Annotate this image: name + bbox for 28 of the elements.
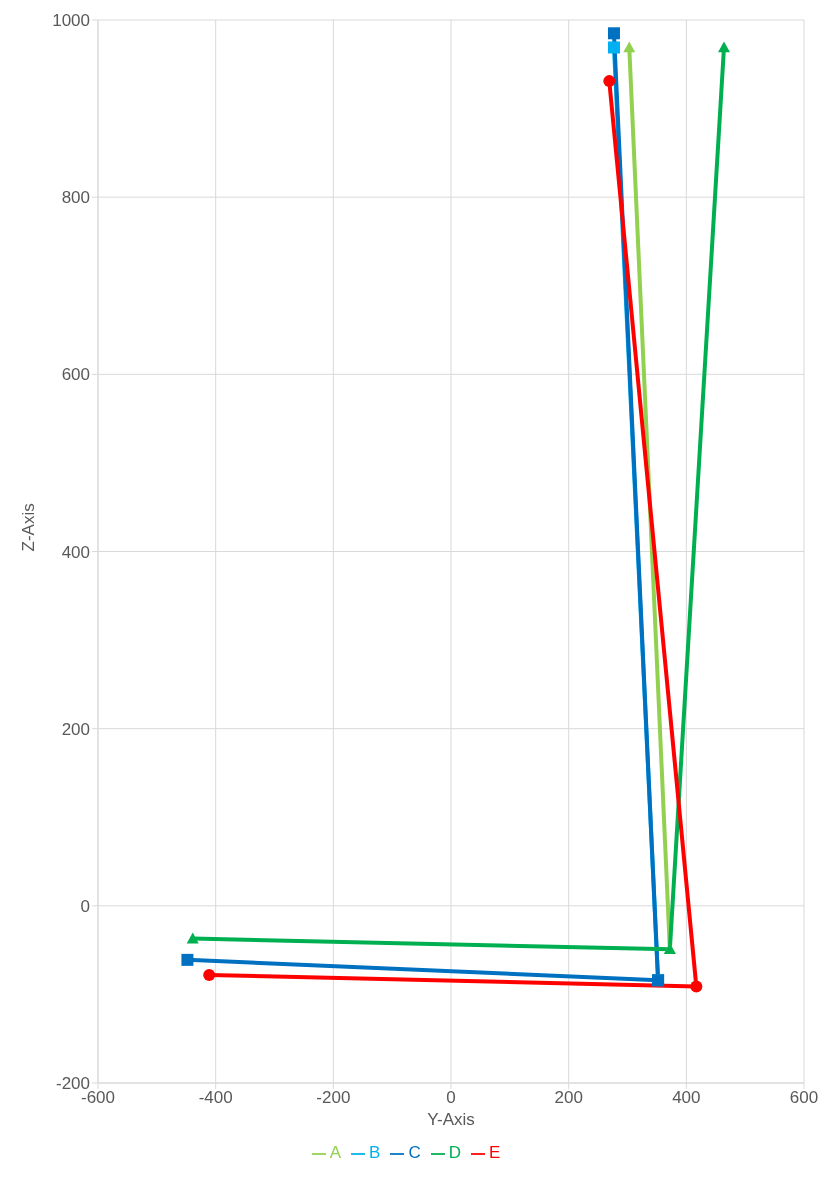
y-tick-label: 600: [61, 365, 90, 385]
y-tick-label: 0: [80, 896, 90, 916]
point: [607, 27, 620, 40]
x-tick-label: 600: [789, 1088, 819, 1108]
legend-label: B: [369, 1143, 381, 1162]
legend-label: E: [488, 1143, 501, 1162]
x-tick-label: 400: [672, 1088, 701, 1108]
y-tick-label: 800: [61, 188, 90, 208]
legend-label: A: [329, 1143, 342, 1162]
x-tick-label: -600: [80, 1088, 116, 1108]
y-tick-label: 400: [61, 542, 90, 562]
x-axis-title: Y-Axis: [427, 1110, 475, 1129]
x-tick-label: -400: [198, 1088, 233, 1108]
point: [717, 41, 730, 53]
point: [203, 968, 216, 981]
x-tick-label: -200: [316, 1088, 351, 1108]
point: [181, 953, 194, 966]
legend-label: D: [448, 1143, 461, 1162]
x-tick-label: 0: [446, 1088, 456, 1108]
legend-label: C: [408, 1143, 421, 1162]
point: [186, 932, 199, 944]
y-axis-title: Z-Axis: [19, 503, 39, 552]
y-tick-label: 200: [61, 719, 90, 739]
point: [603, 75, 616, 88]
point: [690, 980, 703, 993]
point: [607, 41, 620, 54]
y-tick-label: 1000: [52, 11, 90, 31]
x-tick-label: 200: [554, 1088, 583, 1108]
